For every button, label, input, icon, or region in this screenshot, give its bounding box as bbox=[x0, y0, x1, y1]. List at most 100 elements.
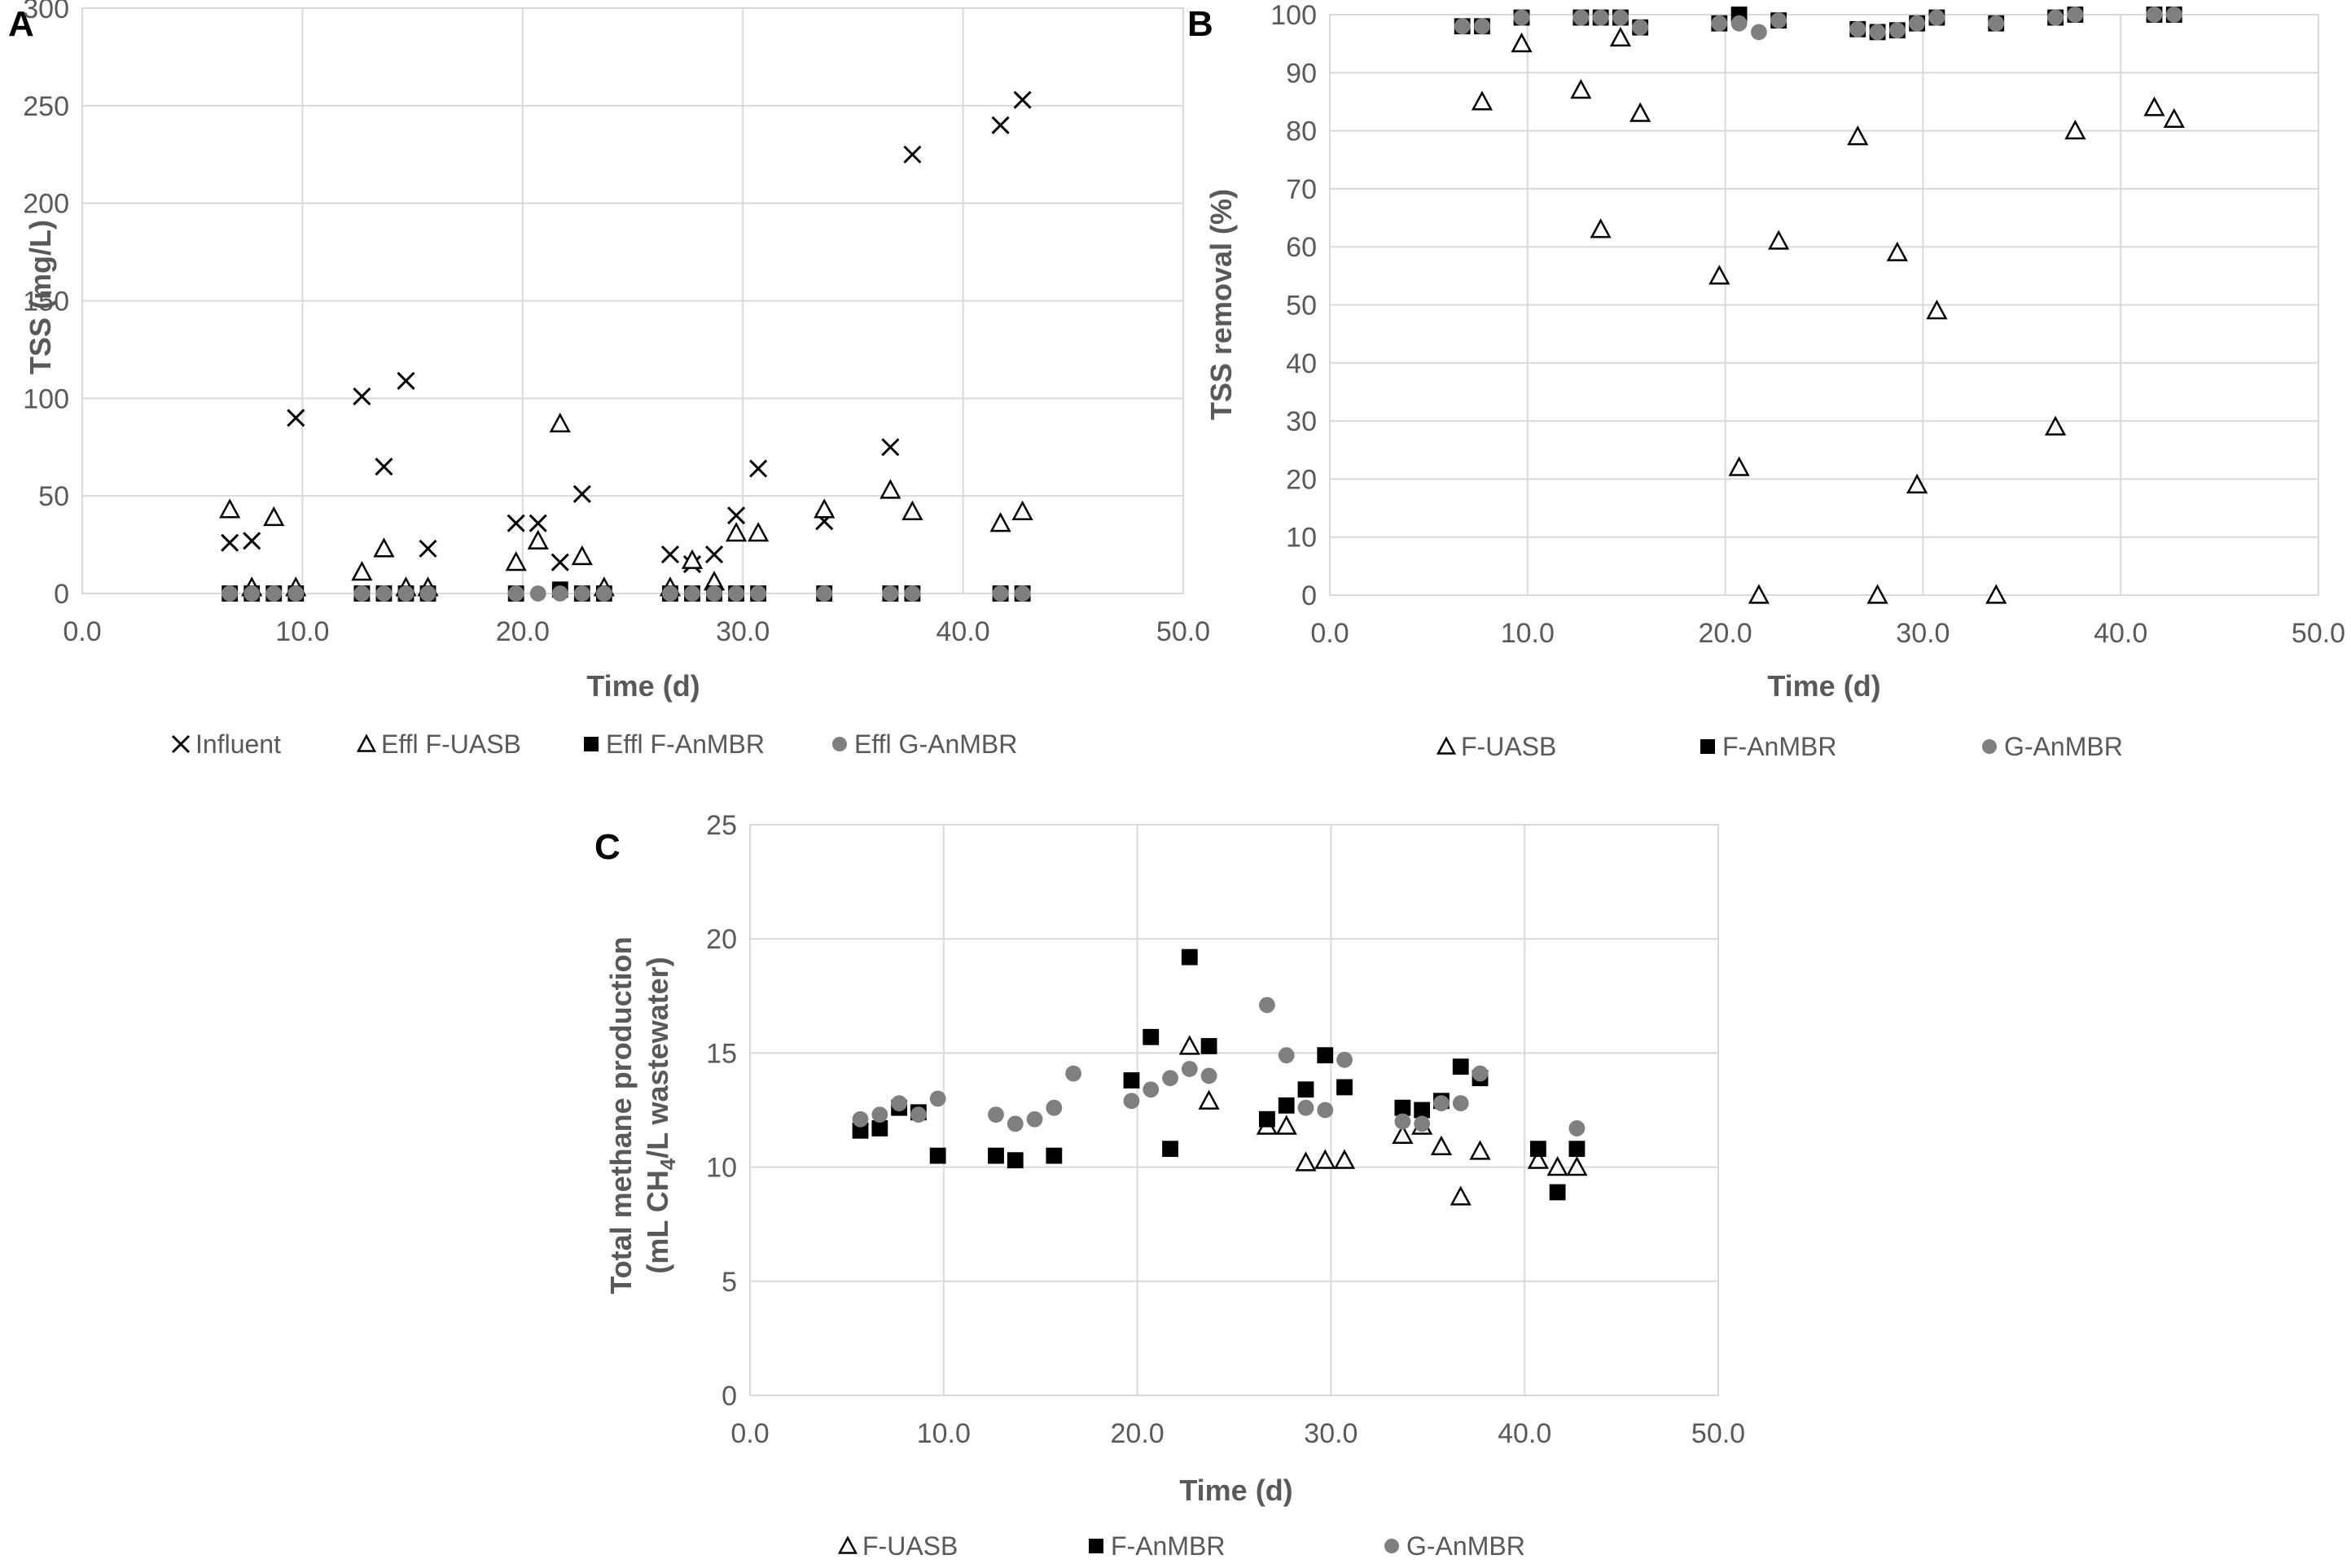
panel-b-ytick-label: 10 bbox=[1286, 523, 1317, 554]
panel-a-point-influent bbox=[660, 545, 680, 564]
panel-a-legend-marker-ganmbr bbox=[832, 737, 847, 751]
panel-b-legend-marker-fanmbr bbox=[1700, 739, 1715, 754]
panel-c-point-uasb bbox=[1333, 1149, 1356, 1169]
panel-a-point-influent bbox=[419, 539, 437, 558]
panel-b-ytick-label: 0 bbox=[1301, 580, 1317, 611]
panel-c-point-fanmbr bbox=[1317, 1047, 1334, 1064]
panel-c-xtick-label: 30.0 bbox=[1304, 1418, 1358, 1449]
panel-b-xtick-label: 50.0 bbox=[2292, 618, 2345, 649]
panel-c-ytick-label: 0 bbox=[722, 1381, 737, 1412]
panel-a-point-ganmbr bbox=[1014, 585, 1031, 602]
panel-a-xtick-label: 50.0 bbox=[1156, 616, 1210, 647]
panel-a-point-ganmbr bbox=[529, 585, 546, 602]
panel-b-xtick-label: 40.0 bbox=[2094, 618, 2147, 649]
panel-c-point-ganmbr bbox=[1394, 1113, 1411, 1130]
panel-c-point-fanmbr bbox=[1200, 1038, 1217, 1054]
panel-a-xtick-label: 20.0 bbox=[496, 616, 550, 647]
panel-c-point-ganmbr bbox=[1278, 1047, 1295, 1064]
panel-b-point-uasb bbox=[2143, 96, 2165, 116]
panel-b-ytick-label: 30 bbox=[1286, 406, 1317, 437]
panel-b-label: B bbox=[1187, 4, 1213, 44]
panel-c-ytick-label: 10 bbox=[706, 1153, 737, 1184]
panel-b-point-uasb bbox=[1768, 230, 1790, 250]
panel-c-point-ganmbr bbox=[871, 1106, 888, 1123]
panel-c-legend-label-uasb: F-UASB bbox=[862, 1531, 958, 1561]
panel-b-legend-label-fanmbr: F-AnMBR bbox=[1722, 732, 1836, 761]
panel-a-point-uasb bbox=[814, 498, 836, 519]
panel-c-ylabel-line2-sub: 4 bbox=[656, 1158, 680, 1170]
panel-a-point-influent bbox=[507, 514, 525, 532]
panel-b-point-uasb bbox=[1708, 265, 1730, 285]
panel-a-point-ganmbr bbox=[750, 585, 767, 602]
panel-a-point-influent bbox=[727, 506, 746, 525]
panel-c-xtick-label: 20.0 bbox=[1111, 1418, 1165, 1449]
panel-c-point-ganmbr bbox=[1414, 1115, 1431, 1132]
panel-c-point-fanmbr bbox=[1297, 1081, 1314, 1098]
panel-b-point-ganmbr bbox=[1711, 15, 1728, 32]
panel-b-point-uasb bbox=[2163, 107, 2185, 128]
panel-a-point-ganmbr bbox=[265, 585, 283, 602]
panel-c-xtick-label: 10.0 bbox=[917, 1418, 971, 1449]
panel-a-ytick-label: 100 bbox=[23, 383, 69, 414]
panel-b-point-ganmbr bbox=[2047, 9, 2064, 26]
panel-c-point-fanmbr bbox=[1278, 1097, 1295, 1114]
panel-a-point-uasb bbox=[748, 522, 770, 542]
panel-b-point-uasb bbox=[2044, 415, 2067, 436]
panel-b-plot: 0 10 20 30 40 50 60 70 80 90 100 0.0 10.0 20.0 30.0 40.… bbox=[1270, 0, 2345, 761]
panel-c-point-fanmbr bbox=[871, 1120, 888, 1137]
panel-c-point-ganmbr bbox=[1297, 1099, 1314, 1116]
panel-a-legend-marker-fanmbr bbox=[584, 737, 599, 751]
panel-a-point-uasb bbox=[681, 549, 704, 569]
panel-c-point-ganmbr bbox=[1259, 996, 1275, 1014]
panel-a-point-influent bbox=[550, 553, 569, 572]
panel-c-point-ganmbr bbox=[1143, 1081, 1160, 1098]
panel-b-legend-marker-ganmbr bbox=[1982, 739, 1997, 754]
panel-b-point-ganmbr bbox=[1849, 20, 1866, 37]
panel-b-point-ganmbr bbox=[1770, 12, 1787, 29]
panel-c-ylabel-line2-post: /L wastewater) bbox=[641, 957, 674, 1158]
panel-c-point-ganmbr bbox=[910, 1106, 927, 1123]
panel-c-point-ganmbr bbox=[1046, 1099, 1063, 1116]
panel-c-xtick-label: 40.0 bbox=[1498, 1418, 1551, 1449]
panel-a-point-influent bbox=[903, 145, 922, 164]
panel-c-point-fanmbr bbox=[1414, 1102, 1431, 1119]
panel-a-point-uasb bbox=[1011, 500, 1033, 520]
panel-c-point-fanmbr bbox=[1007, 1152, 1024, 1169]
panel-c-legend-marker-uasb bbox=[837, 1535, 858, 1554]
panel-b-point-ganmbr bbox=[1909, 15, 1926, 32]
panel-a-point-ganmbr bbox=[595, 585, 612, 602]
panel-a-point-influent bbox=[221, 533, 239, 552]
panel-a-xtick-label: 40.0 bbox=[936, 616, 990, 647]
panel-a-label: A bbox=[8, 4, 34, 44]
panel-b-point-uasb bbox=[2064, 119, 2086, 140]
panel-a-ylabel: TSS (mg/L) bbox=[24, 220, 57, 374]
panel-b-ylabel: TSS removal (%) bbox=[1204, 189, 1238, 420]
panel-a-point-influent bbox=[375, 458, 393, 476]
panel-c-point-ganmbr bbox=[1317, 1102, 1334, 1119]
panel-c-point-fanmbr bbox=[1162, 1141, 1178, 1158]
panel-c-point-fanmbr bbox=[1123, 1072, 1140, 1088]
panel-a-point-ganmbr bbox=[706, 585, 722, 602]
panel-c-point-ganmbr bbox=[852, 1110, 869, 1128]
panel-b-legend-label-uasb: F-UASB bbox=[1461, 732, 1556, 761]
panel-a-ytick-label: 50 bbox=[38, 481, 69, 512]
panel-a-legend-label-influent: Influent bbox=[195, 729, 281, 759]
panel-a-point-uasb bbox=[549, 412, 571, 433]
panel-a-point-ganmbr bbox=[992, 585, 1009, 602]
panel-b-ytick-label: 70 bbox=[1286, 174, 1317, 205]
panel-a-point-uasb bbox=[527, 529, 549, 550]
panel-c-point-ganmbr bbox=[1452, 1095, 1469, 1111]
panel-a-point-ganmbr bbox=[684, 585, 700, 602]
panel-b-point-ganmbr bbox=[2165, 7, 2182, 23]
panel-b-point-ganmbr bbox=[1888, 22, 1906, 39]
panel-b-point-ganmbr bbox=[2146, 7, 2163, 23]
panel-a-point-ganmbr bbox=[375, 585, 393, 602]
panel-c-point-uasb bbox=[1469, 1140, 1491, 1160]
panel-c-point-ganmbr bbox=[1336, 1051, 1353, 1068]
panel-a-point-ganmbr bbox=[507, 585, 524, 602]
panel-b-point-ganmbr bbox=[1869, 24, 1886, 41]
panel-c-point-fanmbr bbox=[988, 1147, 1004, 1164]
panel-c-point-ganmbr bbox=[1123, 1093, 1140, 1110]
panel-a-point-uasb bbox=[571, 545, 593, 566]
panel-b-point-ganmbr bbox=[1928, 9, 1945, 26]
